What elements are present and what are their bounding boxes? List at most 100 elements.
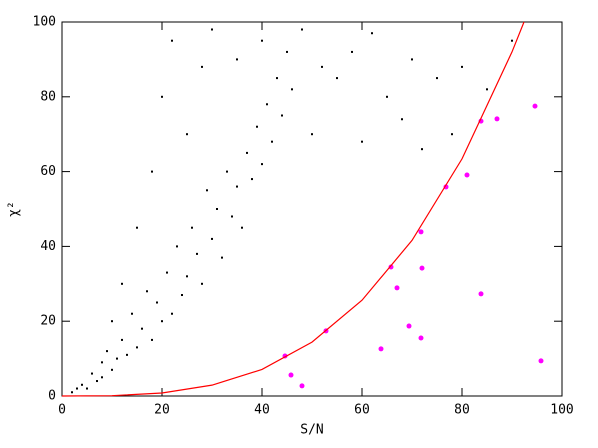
point [291,88,293,91]
x-axis-label: S/N [300,423,323,438]
point [511,39,513,42]
point [181,294,183,297]
highlight-point [419,265,425,271]
highlight-point [406,323,412,329]
highlight-point [418,335,424,341]
highlight-point [299,383,305,389]
highlight-point [464,172,470,178]
point [236,58,238,61]
point [136,346,138,349]
point [461,65,463,68]
cut-curve [61,21,525,397]
point [71,391,73,394]
highlight-point [494,116,500,122]
point [171,312,173,315]
point [161,320,163,323]
y-tick-label: 80 [40,89,56,104]
point [121,338,123,341]
x-tick-label: 20 [154,403,170,418]
y-tick-label: 20 [40,314,56,329]
highlight-point [388,264,394,270]
point [156,301,158,304]
point [121,282,123,285]
point [411,58,413,61]
point [301,28,303,31]
point [236,185,238,188]
point [201,65,203,68]
point [436,77,438,80]
y-tick-label: 40 [40,239,56,254]
point [261,39,263,42]
point [96,380,98,383]
point [281,114,283,117]
point [196,252,198,255]
x-tick-label: 60 [354,403,370,418]
x-tick-label: 80 [454,403,470,418]
point [151,338,153,341]
y-tick-label: 0 [48,389,56,404]
point [486,88,488,91]
point [216,208,218,210]
highlight-point [443,184,449,190]
point [321,65,323,68]
point [171,39,173,42]
point [186,275,188,278]
point [201,282,203,285]
point [336,77,338,80]
point [76,387,78,390]
point [141,327,143,330]
point [111,368,113,371]
highlight-point [538,358,544,364]
point [206,189,208,192]
point [81,383,83,386]
point [86,387,88,390]
point [256,125,258,128]
point [276,77,278,80]
point [111,320,113,323]
point [146,290,148,293]
point [371,32,373,35]
highlight-point [478,291,484,297]
point [186,133,188,136]
highlight-point [532,103,538,109]
point [401,118,403,121]
highlight-point [378,346,384,352]
point [261,163,263,166]
point [101,376,103,379]
point [101,361,103,364]
point [211,28,213,31]
x-tick-label: 100 [550,403,573,418]
point [221,256,223,259]
highlight-point [288,372,294,378]
point [451,133,453,136]
point [386,95,388,98]
point [91,372,93,375]
point [131,312,133,315]
plot-frame [61,21,563,397]
point [136,226,138,229]
point [271,140,273,143]
point [266,103,268,106]
y-tick-label: 60 [40,164,56,179]
point [151,170,153,173]
x-tick-label: 0 [58,403,66,418]
point [126,353,128,356]
point [191,226,193,229]
y-tick-label: 100 [33,15,56,30]
point [351,50,353,53]
point [241,226,243,229]
point [311,133,313,136]
point [286,50,288,53]
highlight-point [394,285,400,291]
point [106,350,108,353]
x-tick-label: 40 [254,403,270,418]
highlight-point [418,229,424,235]
point [421,148,423,151]
point [246,151,248,154]
point [211,237,213,240]
point [361,140,363,143]
point [226,170,228,173]
point [161,95,163,98]
point [251,178,253,181]
